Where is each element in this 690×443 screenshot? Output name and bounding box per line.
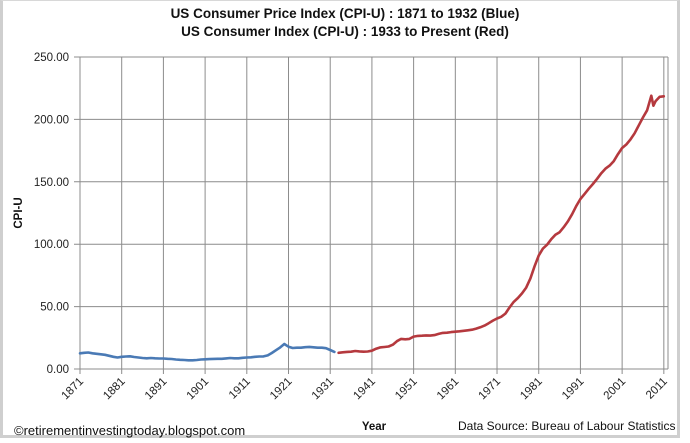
x-tick-label: 2001 [602, 376, 629, 403]
x-tick-label: 1881 [101, 376, 128, 403]
y-tick-label: 150.00 [34, 177, 69, 189]
grid-lines [74, 56, 669, 374]
y-tick-label: 50.00 [40, 302, 69, 314]
series-line-blue [78, 342, 336, 362]
x-tick-label: 1951 [393, 376, 420, 403]
x-tick-label: 1891 [143, 376, 170, 403]
axes [74, 57, 668, 370]
x-tick-label: 1921 [268, 376, 295, 403]
y-axis-label: CPI-U [13, 197, 25, 228]
x-tick-label: 2011 [644, 376, 670, 402]
chart-title: US Consumer Price Index (CPI-U) : 1871 t… [170, 6, 520, 21]
chart-subtitle: US Consumer Index (CPI-U) : 1933 to Pres… [181, 24, 509, 39]
y-tick-label: 200.00 [34, 114, 69, 126]
y-tick-label: 250.00 [34, 52, 69, 64]
x-tick-label: 1961 [435, 376, 462, 403]
x-tick-label: 1931 [310, 376, 337, 403]
copyright-text: ©retirementinvestingtoday.blogspot.com [14, 423, 246, 438]
x-tick-label: 1971 [477, 376, 504, 403]
x-tick-label: 1871 [60, 376, 87, 403]
x-tick-label: 1911 [227, 376, 253, 402]
x-axis-label: Year [362, 421, 387, 433]
image-frame [0, 0, 680, 438]
x-tick-label: 1991 [560, 376, 587, 403]
series-line-red [337, 94, 666, 355]
x-tick-labels: 1871 1881 1891 1901 1911 1921 1931 1941 1951 1961… [60, 376, 670, 403]
data-source-text: Data Source: Bureau of Labour Statistics [458, 419, 676, 433]
series-lines [78, 94, 666, 362]
x-tick-label: 1981 [518, 376, 545, 403]
x-tick-label: 1941 [351, 376, 378, 403]
y-tick-labels: 0.00 50.00 100.00 150.00 200.00 250.00 [34, 52, 69, 376]
y-tick-label: 100.00 [34, 239, 69, 251]
y-tick-label: 0.00 [47, 364, 69, 376]
x-tick-label: 1901 [185, 376, 212, 403]
